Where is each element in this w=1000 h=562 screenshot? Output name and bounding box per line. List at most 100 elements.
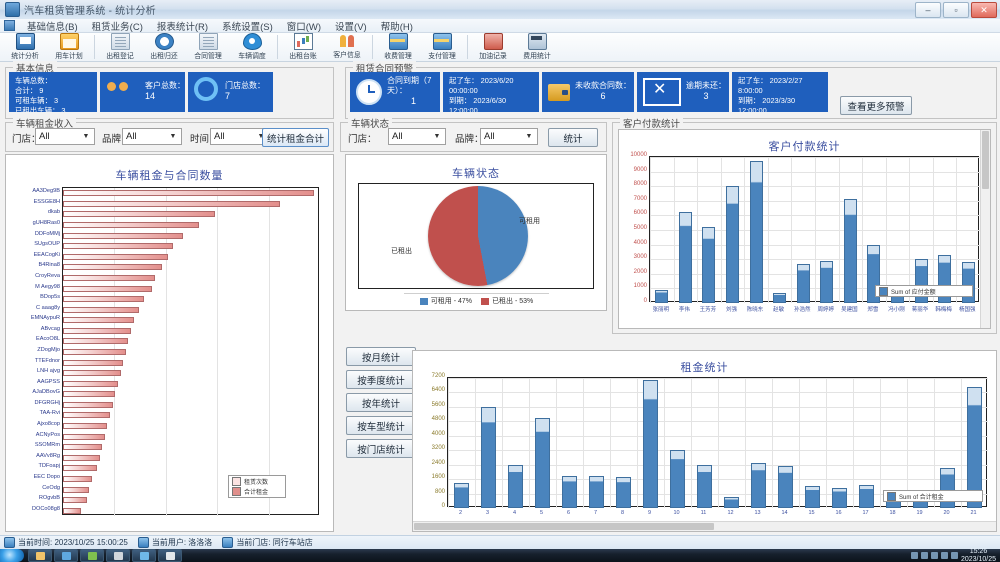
gridline [637,378,638,508]
tray-icon[interactable] [930,552,938,559]
menu-item-system[interactable]: 系统设置(S) [222,21,273,33]
y-axis-tick-label: DDFoMMj [34,230,60,237]
taskbar-item-browser[interactable] [54,549,78,562]
gridline [691,378,692,508]
toolbar-button-rent-register[interactable]: 出租登记 [98,33,142,61]
status-filter-submit-button[interactable]: 统计 [548,128,598,147]
toolbar-button-fuel[interactable]: 加油记录 [471,33,515,61]
toolbar-button-rent-return[interactable]: 出租归还 [142,33,186,61]
toolbar-button-plan[interactable]: 用车计划 [47,33,91,61]
tile-customer-total[interactable]: 客户总数： 14 [100,72,185,112]
legend-label: Sum of 应付金额 [891,289,936,296]
toolbar-button-dispatch[interactable]: 车辆调度 [230,33,274,61]
system-tray: 15:26 2023/10/25 [910,548,998,562]
people-icon [106,82,140,102]
toolbar-label: 出租归还 [150,51,178,60]
bar [63,274,155,281]
side-button-quarterly[interactable]: 按季度统计 [346,370,416,389]
toolbar-label: 费用统计 [523,51,551,60]
start-button[interactable] [0,549,24,562]
side-button-by-model[interactable]: 按车型统计 [346,416,416,435]
side-button-monthly[interactable]: 按月统计 [346,347,416,366]
status-user: 当前用户: 洛洛洛 [137,537,212,548]
rent-statistics-horizontal-scrollbar[interactable] [413,521,996,531]
tray-icon[interactable] [950,552,958,559]
side-button-by-store[interactable]: 按门店统计 [346,439,416,458]
bar [820,260,834,303]
tile-unpaid-contracts[interactable]: 未收款合同数： 6 [542,72,634,112]
taskbar-item-app[interactable] [106,549,130,562]
toolbar-button-contract[interactable]: 合同管理 [186,33,230,61]
rent-statistics-chart-title: 租金统计 [680,362,729,374]
menu-item-basic[interactable]: 基础信息(B) [27,21,78,33]
vehicle-status-panel[interactable]: 车辆状态 可租用 已租出 可租用 - 47% 已租出 - 53% [345,154,607,311]
y-axis-tick-label: B4Rina8 [38,262,60,269]
tile-contract-detail-1-text: 起了车： 2023/6/20 00:00:00 到期： 2023/6/30 12… [449,76,514,112]
y-axis-tick-label: ACNyPos [35,431,60,438]
bar [63,253,168,260]
menu-item-window[interactable]: 窗口(W) [286,21,322,33]
vehicle-rent-chart-panel[interactable]: 车辆租金与合同数量 租赁次数 合计租金 AA3Deg9B ESSGE8H dkab g… [5,154,334,532]
vehicle-filter-brand-select[interactable]: All ▼ [122,128,182,145]
taskbar-clock[interactable]: 15:26 2023/10/25 [961,548,996,562]
y-axis-tick-label: 10000 [630,152,647,158]
tile-contract-detail-1[interactable]: 起了车： 2023/6/20 00:00:00 到期： 2023/6/30 12… [443,72,539,112]
y-axis-tick-label: 4000 [633,239,647,246]
toolbar-button-customer[interactable]: 客户信息 [325,33,369,61]
side-button-yearly[interactable]: 按年统计 [346,393,416,412]
bar [589,475,604,508]
toolbar-button-ledger[interactable]: 出租台账 [281,33,325,61]
x-axis-tick-label: 12 [727,510,734,516]
menu-item-report[interactable]: 报表统计(R) [156,21,209,33]
tile-vehicle-total[interactable]: 车辆总数： 合计： 9 可租车辆： 3 已租出车辆： 3 维修车辆： 0 [9,72,97,112]
close-button[interactable]: ✕ [971,2,997,18]
x-axis-tick-label: 杨国强 [958,307,976,313]
tile-overdue[interactable]: 逾期未还： 3 [637,72,729,112]
menu-item-settings[interactable]: 设置(V) [335,21,367,33]
gridline [475,378,476,508]
tray-icon[interactable] [920,552,928,559]
gridline [791,157,793,303]
toolbar-button-calc[interactable]: 费用统计 [515,33,559,61]
toolbar-button-fee[interactable]: 收费管理 [376,33,420,61]
y-axis-tick-label: 2400 [431,459,445,466]
menu-item-rental[interactable]: 租赁业务(C) [91,21,143,33]
vehicle-filter-submit-button[interactable]: 统计租金合计 [262,128,329,147]
app-icon [5,2,20,17]
tray-icon[interactable] [910,552,918,559]
taskbar-item-explorer[interactable] [28,549,52,562]
y-axis-tick-label: 1000 [633,283,647,290]
tile-store-total[interactable]: 门店总数： 7 [188,72,273,112]
tray-icon[interactable] [940,552,948,559]
customer-payment-panel[interactable]: 客户付款统计 Sum of 应付金额 0 1000 2000 3000 4000 5000… [618,129,991,329]
toolbar-button-payment[interactable]: 支付管理 [420,33,464,61]
status-filter-group: 车辆状态 [340,116,607,152]
menu-item-help[interactable]: 帮助(H) [380,21,413,33]
x-axis-tick-label: 17 [862,510,869,516]
status-filter-store-select[interactable]: All ▼ [388,128,446,145]
vehicle-filter-store-select[interactable]: All ▼ [35,128,95,145]
toolbar-separator [277,35,278,59]
taskbar-item-media[interactable] [80,549,104,562]
legend-swatch [481,297,489,305]
x-axis-tick-label: 7 [593,510,598,516]
view-more-warnings-button[interactable]: 查看更多预警 [840,96,912,115]
wallet-icon [548,83,570,101]
minimize-button[interactable]: – [915,2,941,18]
tile-contract-detail-2[interactable]: 起了车： 2023/2/27 8:00:00 到期： 2023/3/30 12:… [732,72,828,112]
rent-statistics-panel[interactable]: 租金统计 Sum of 合计租金 0 800 1600 2400 3200 4000 480… [412,350,997,532]
gridline [610,378,611,508]
taskbar-item-folder[interactable] [132,549,156,562]
status-filter-brand-select[interactable]: All ▼ [480,128,538,145]
tile-contract-expiring[interactable]: 合同到期（7天）： 1 [350,72,440,112]
payment-vertical-scrollbar[interactable] [980,130,990,328]
toolbar-button-statistics[interactable]: 统计分析 [3,33,47,61]
taskbar-item-mail[interactable] [158,549,182,562]
x-axis-tick-label: 5 [539,510,544,516]
maximize-button[interactable]: ▫ [943,2,969,18]
vehicle-filter-time-select[interactable]: All ▼ [210,128,270,145]
customer-payment-plot-area [649,156,980,303]
vehicle-filter-time-label: 时间： [190,134,219,145]
vehicle-filter-time-value: All [214,131,225,142]
vehicle-status-legend: 可租用 - 47% 已租出 - 53% [404,293,549,306]
